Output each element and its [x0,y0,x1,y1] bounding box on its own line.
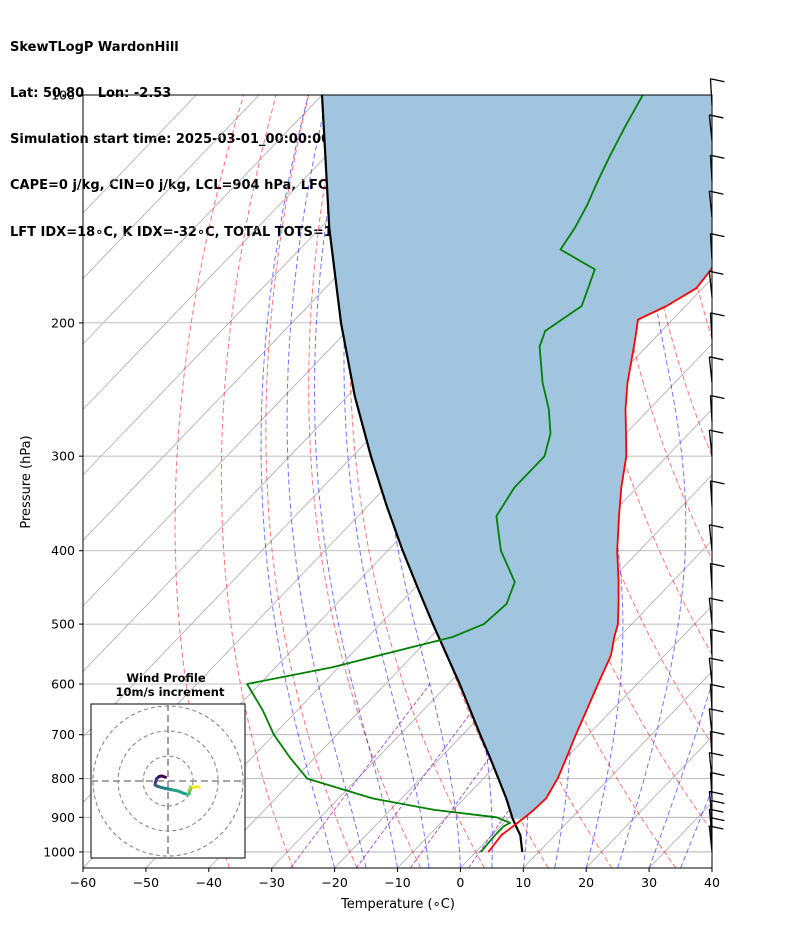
hodograph-subtitle: 10m/s increment [116,685,225,699]
mixing-ratio-line [409,683,544,868]
x-tick-label: 0 [456,875,464,890]
moist-adiabat [314,95,398,868]
x-tick-label: −10 [384,875,410,890]
wind-barb [708,356,724,383]
isotherm-line [83,95,449,476]
hodograph-inset: Wind Profile 10m/s increment [90,671,246,859]
wind-barb [709,394,725,422]
wind-barb [709,817,725,844]
dry-adiabat [732,95,794,868]
dry-adiabat [220,95,294,868]
y-tick-label: 200 [51,315,75,330]
wind-barb [709,562,725,590]
x-tick-label: 30 [641,875,657,890]
dry-adiabat [765,95,794,868]
isotherm-line [460,605,712,868]
wind-barb [708,190,724,218]
y-tick-label: 100 [51,88,75,103]
temperature-line [487,265,712,853]
y-tick-label: 1000 [43,844,75,859]
wind-barb [709,480,725,507]
y-tick-label: 300 [51,449,75,464]
title-line-location: Lat: 50.80 Lon: -2.53 [10,86,172,102]
isotherm-line [523,670,712,868]
isotherm-line [585,736,712,868]
wind-barb [709,799,725,827]
dry-adiabat [308,95,422,868]
x-tick-label: 10 [515,875,531,890]
wind-barb [708,524,724,551]
isotherm-line [83,95,323,345]
cape-area [322,95,712,819]
y-axis-title: Pressure (hPa) [19,435,34,528]
wind-barb [709,628,725,656]
dry-adiabat [349,95,485,868]
dry-adiabat [633,95,712,458]
moist-adiabat [711,866,712,868]
mixing-ratio-line [355,683,493,868]
dry-adiabat [265,95,358,868]
y-tick-label: 600 [51,677,75,692]
x-tick-label: −50 [133,875,159,890]
wind-barbs [708,78,725,853]
x-tick-label: 20 [578,875,594,890]
wind-barb [708,657,724,685]
y-tick-label: 700 [51,727,75,742]
x-tick-label: 40 [704,875,720,890]
wind-barb [708,429,724,457]
x-tick-label: −40 [196,875,222,890]
moist-adiabat [260,95,336,868]
title-line-station: SkewTLogP WardonHill [10,39,179,55]
wind-barb [709,154,725,182]
y-tick-label: 400 [51,543,75,558]
wind-barb [709,78,725,105]
moist-adiabat [375,95,461,868]
dry-adiabat [601,95,712,561]
isotherm-line [775,95,794,868]
moist-adiabat [343,95,430,868]
wind-barb [708,708,724,735]
isotherm-line [83,95,260,280]
isotherm-line [83,95,386,411]
wind-barb [708,114,724,142]
y-axis-ticks: 100 200 300 400 500 600 700 800 900 1000 [43,88,83,859]
isotherm-line [334,474,712,868]
y-tick-label: 900 [51,810,75,825]
x-tick-label: −60 [70,875,96,890]
x-axis-title: Temperature (∘C) [340,897,455,912]
wind-barb [709,232,725,260]
y-tick-label: 500 [51,617,75,632]
wind-barb [708,270,724,298]
moist-adiabat [648,681,712,868]
wind-barb [708,597,724,625]
moist-adiabat [617,95,687,868]
parcel-profile-line [320,95,524,853]
wind-barb [709,730,725,758]
x-axis-ticks: −60 −50 −40 −30 −20 −10 0 10 20 30 40 [70,868,720,890]
moist-adiabat [680,788,712,868]
dewpoint-line [246,95,644,853]
cape-fill [322,95,712,819]
isotherm-line [271,408,712,868]
profile-lines [246,95,712,853]
hodograph-title: Wind Profile [126,671,206,685]
wind-barb [709,683,725,711]
y-tick-label: 800 [51,771,75,786]
isotherm-line [711,867,712,868]
wind-barb [709,312,725,339]
x-tick-label: −20 [321,875,347,890]
wind-barb [709,771,725,799]
mixing-ratio-line [290,683,431,868]
x-tick-label: −30 [259,875,285,890]
